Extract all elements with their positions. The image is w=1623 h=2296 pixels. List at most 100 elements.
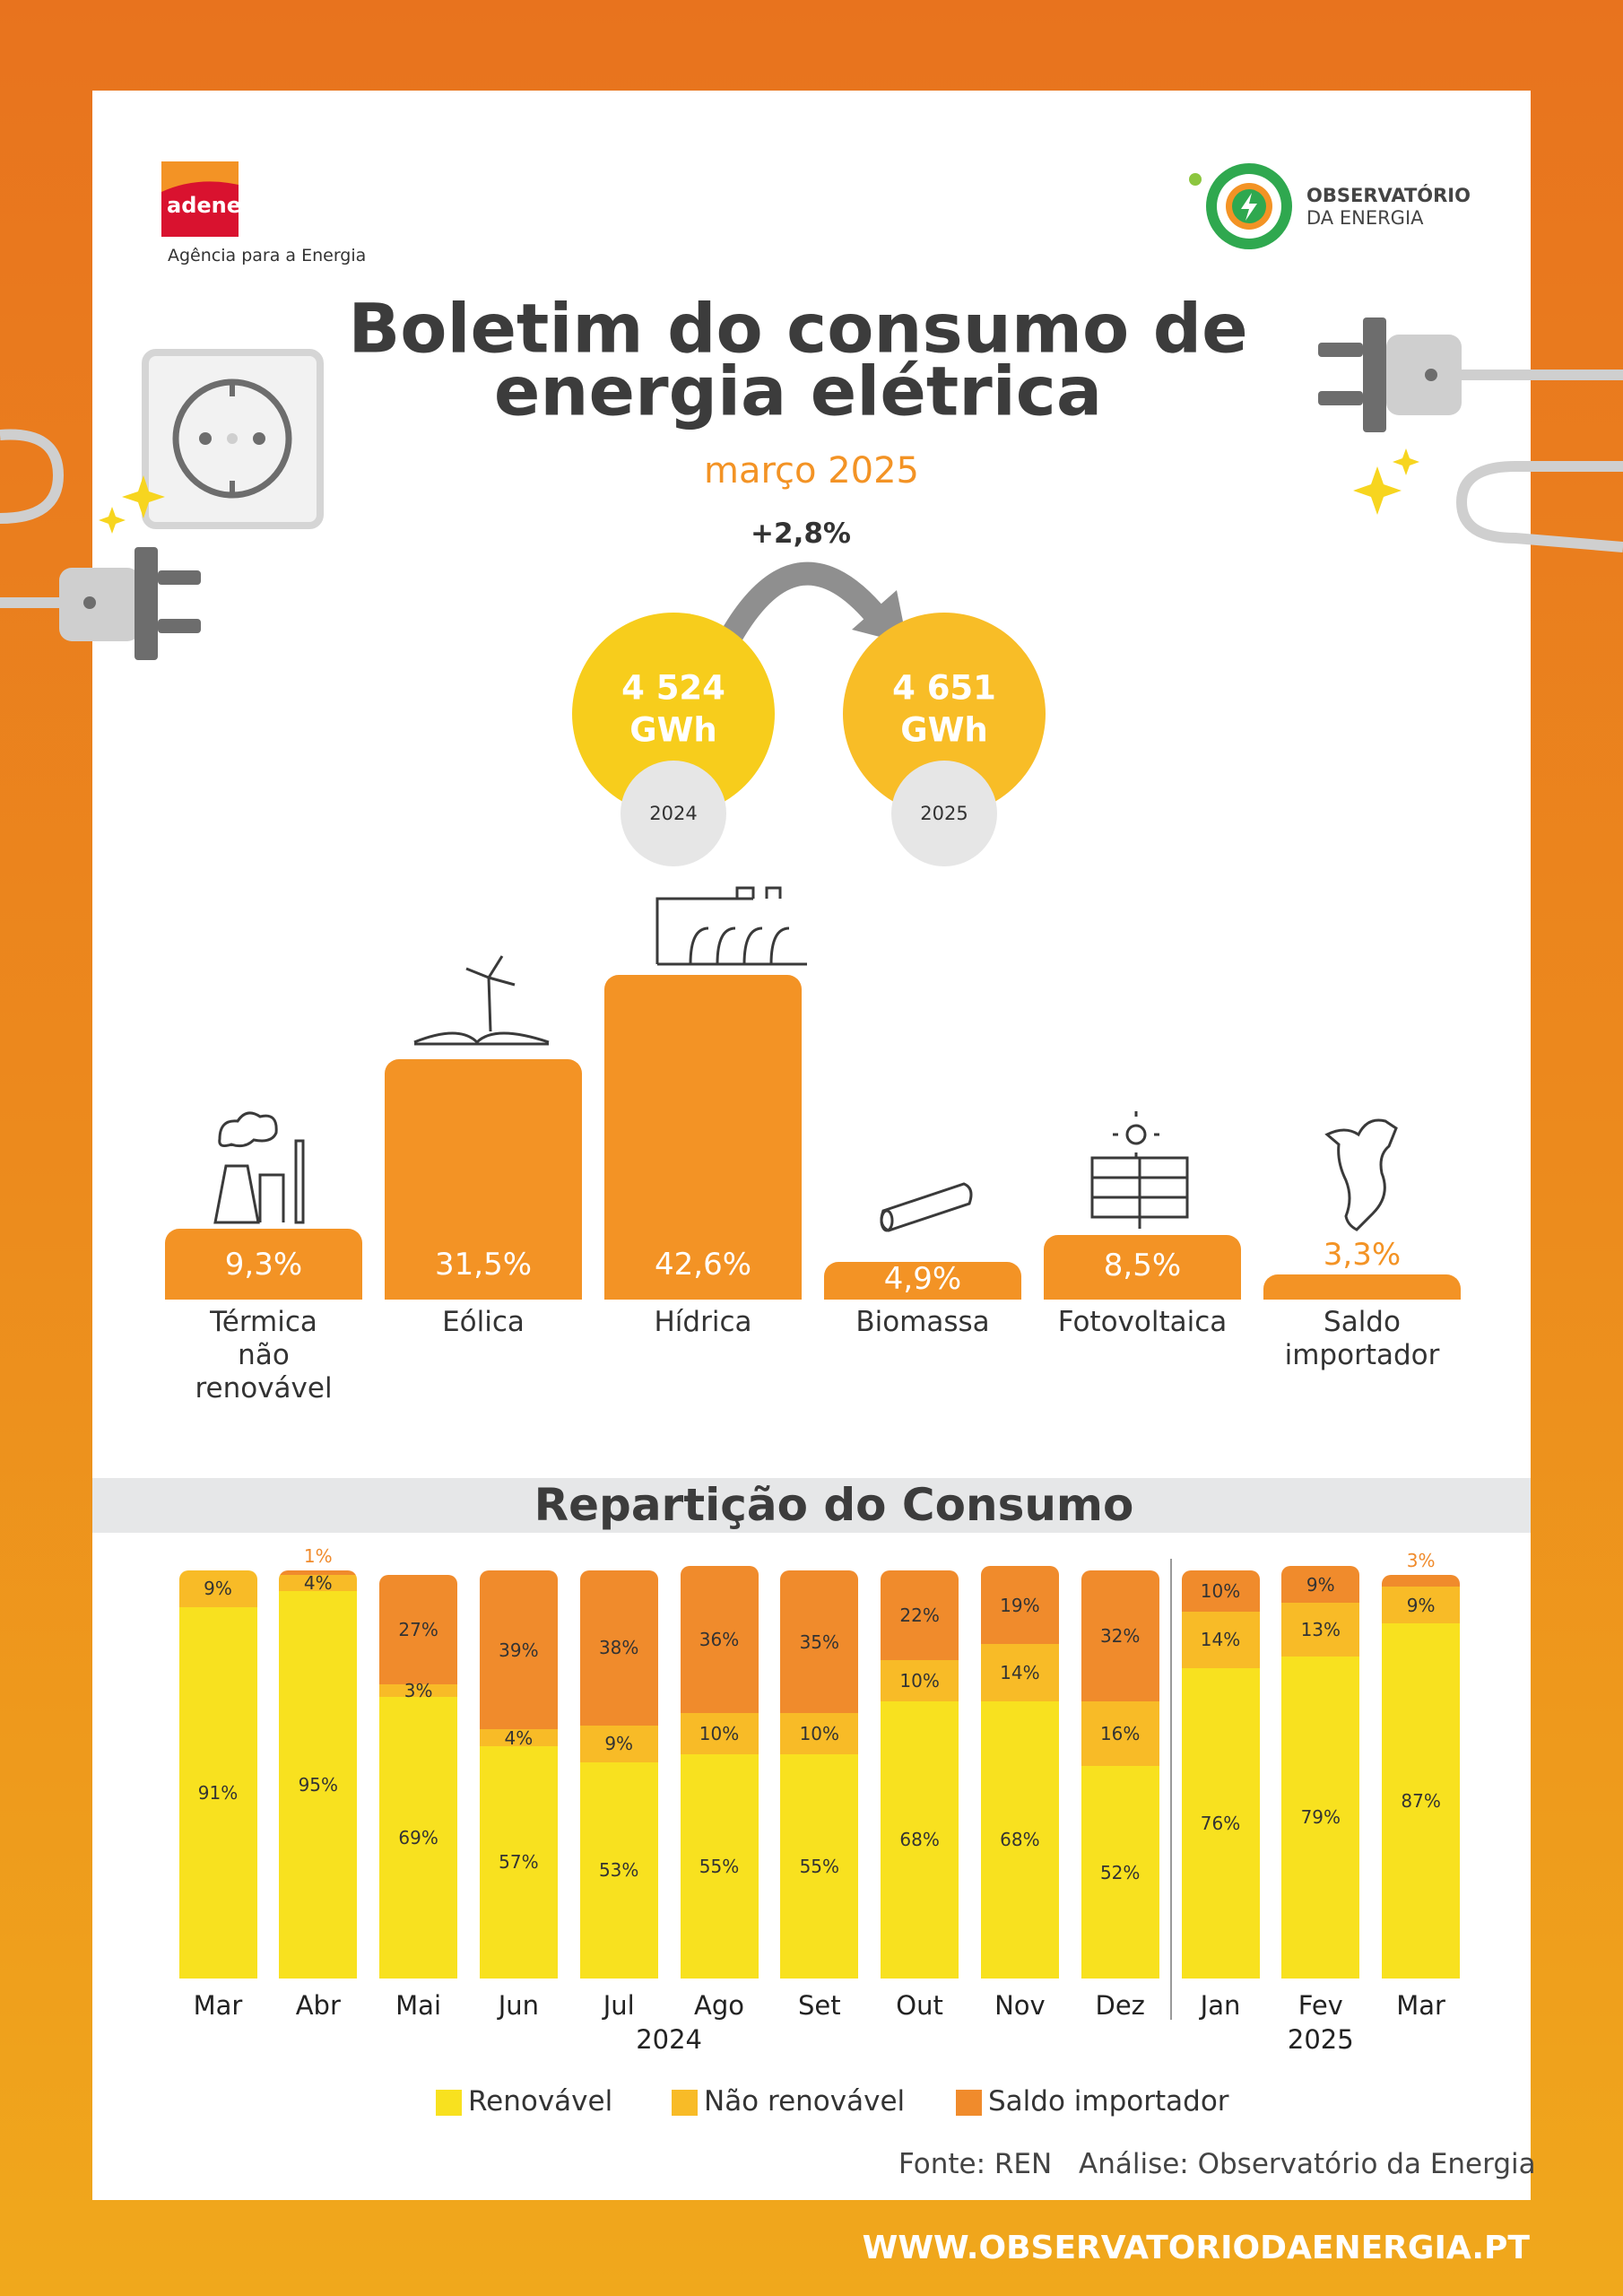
stack-segment (1081, 1570, 1159, 1701)
segment-label: 39% (499, 1639, 539, 1661)
subtitle: março 2025 (703, 450, 920, 491)
segment-label: 4% (303, 1571, 333, 1594)
stack-segment (980, 1700, 1059, 1979)
stack-column (1382, 1574, 1461, 1979)
x-tick-label: Set (797, 1990, 841, 2021)
segment-label: 9% (1406, 1594, 1436, 1616)
stack-segment (379, 1684, 458, 1698)
year-circle (891, 761, 997, 866)
segment-label: 10% (699, 1723, 740, 1744)
value-label: 3,3% (1323, 1236, 1402, 1273)
segment-label: 3% (404, 1680, 433, 1702)
x-tick-label: Nov (994, 1990, 1046, 2021)
stack-column (379, 1574, 458, 1979)
bar (165, 1228, 362, 1300)
stack-segment (479, 1570, 558, 1730)
stack-segment (1181, 1668, 1260, 1979)
stack-segment (980, 1566, 1059, 1644)
segment-label: 32% (1099, 1624, 1141, 1647)
legend-label: Saldo importador (988, 2085, 1229, 2118)
year-text: 2025 (920, 803, 968, 824)
segment-label: 16% (1099, 1723, 1141, 1744)
stack-segment (881, 1660, 959, 1701)
unit-text: GWh (900, 710, 988, 750)
stack-segment (1281, 1656, 1360, 1979)
segment-label: 3% (1406, 1549, 1436, 1571)
x-tick-label: Biomassa (855, 1306, 990, 1338)
stack-column (1081, 1570, 1159, 1979)
value-text: 4 524 (621, 668, 725, 708)
x-tick-label: Mai (395, 1990, 442, 2021)
year-circle (621, 761, 726, 866)
stack-column (579, 1570, 658, 1979)
stack-segment (680, 1753, 759, 1979)
brand-logo: adene (167, 193, 242, 218)
stack-segment (479, 1729, 558, 1746)
legend-label: Renovável (468, 2085, 613, 2118)
category-label: Hídrica (604, 1306, 802, 1339)
segment-label: 27% (398, 1618, 438, 1640)
segment-label: 38% (598, 1637, 639, 1659)
segment-label: 9% (604, 1733, 634, 1755)
stack-segment (1281, 1566, 1360, 1604)
segment-label: 55% (699, 1855, 740, 1877)
title: Boletim do consumo de (348, 288, 1248, 369)
source: Fonte: REN (898, 2148, 1053, 2180)
bar (824, 1262, 1021, 1300)
x-tick-label: Mar (193, 1990, 243, 2021)
x-tick-label: Fotovoltaica (1057, 1306, 1228, 1338)
legend-swatch (672, 2090, 698, 2116)
value-label: 8,5% (1103, 1247, 1182, 1283)
stack-segment (279, 1570, 358, 1575)
stack-segment (1181, 1611, 1260, 1669)
stack-column (1281, 1566, 1360, 1979)
legend-swatch (436, 2090, 462, 2116)
segment-label: 95% (298, 1773, 339, 1796)
x-tick-label: Jun (498, 1990, 540, 2021)
legend-label: Não renovável (704, 2085, 906, 2118)
stack-column (479, 1570, 558, 1979)
segment-label: 68% (1000, 1829, 1040, 1851)
segment-label: 68% (899, 1829, 940, 1851)
x-tick-label: Hídrica (654, 1306, 752, 1338)
segment-label: 10% (899, 1669, 940, 1692)
bar (1263, 1274, 1461, 1300)
brand-tagline: Agência para a Energia (168, 246, 367, 265)
segment-label: 9% (1306, 1573, 1335, 1596)
value-text: 4 651 (892, 668, 996, 708)
stack-segment (379, 1697, 458, 1979)
stack-segment (780, 1713, 859, 1754)
stack-segment (1382, 1574, 1461, 1587)
segment-label: 10% (799, 1723, 840, 1744)
segment-label: 53% (598, 1859, 639, 1882)
category-label: Saldo importador (1263, 1306, 1461, 1372)
title: energia elétrica (493, 351, 1103, 431)
value-label: 31,5% (434, 1247, 533, 1283)
stack-segment (1081, 1766, 1159, 1979)
x-tick-label: Dez (1095, 1990, 1145, 2021)
year-label: 2025 (1287, 2024, 1354, 2055)
analysis: Análise: Observatório da Energia (1079, 2148, 1536, 2180)
stack-segment (1081, 1700, 1159, 1767)
stack-segment (279, 1590, 358, 1979)
stack-column (1181, 1570, 1260, 1979)
x-tick-label: Out (896, 1990, 943, 2021)
segment-label: 36% (699, 1629, 740, 1651)
segment-label: 22% (899, 1605, 940, 1627)
x-tick-label: Jul (603, 1990, 635, 2021)
year-text: 2024 (649, 803, 698, 824)
stack-segment (579, 1570, 658, 1726)
value-label: 42,6% (654, 1247, 752, 1283)
stack-segment (1181, 1570, 1260, 1612)
category-label: Eólica (385, 1306, 582, 1339)
segment-label: 87% (1401, 1790, 1441, 1813)
segment-label: 69% (398, 1827, 438, 1849)
stack-segment (1382, 1623, 1461, 1979)
bar (604, 975, 802, 1300)
stack-column (780, 1570, 859, 1979)
x-tick-label: Térmica não renovável (195, 1306, 333, 1405)
stack-column (881, 1570, 959, 1979)
stack-segment (178, 1606, 257, 1979)
